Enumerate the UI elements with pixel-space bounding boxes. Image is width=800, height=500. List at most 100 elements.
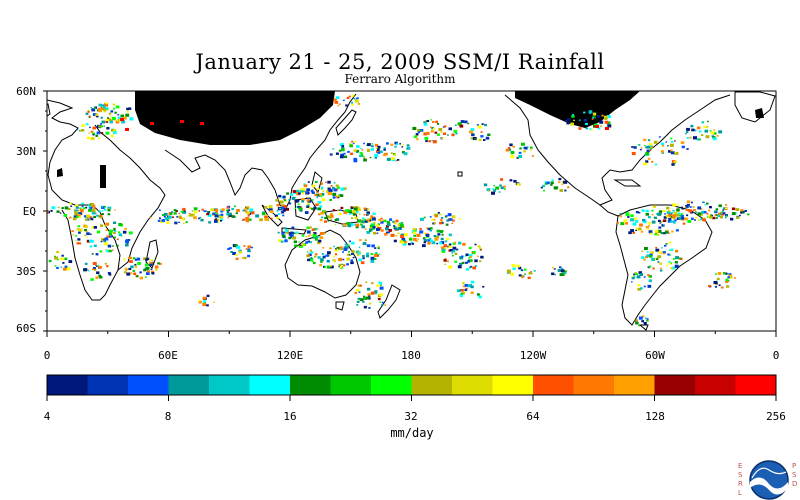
rain-pixel [661,152,664,154]
rain-pixel [633,146,637,149]
rain-pixel [540,186,543,189]
rain-pixel [104,237,109,241]
rain-pixel [349,144,353,148]
rain-pixel [183,210,186,212]
rain-pixel [430,126,432,128]
rain-pixel [371,145,374,148]
rain-pixel [337,105,340,107]
rain-pixel [103,208,107,211]
rain-pixel [359,213,361,215]
rain-pixel [364,239,367,241]
rain-pixel [102,238,106,241]
rain-pixel [347,224,352,228]
rain-pixel [145,258,148,261]
coast-north-america [504,94,731,206]
rain-pixel [685,131,689,133]
colorbar-cell [452,375,493,395]
rain-pixel [600,125,603,127]
rain-pixel [329,265,332,267]
rain-pixel [276,203,280,207]
rain-pixel [349,223,354,227]
rain-pixel [648,230,653,234]
rain-pixel [307,258,311,262]
rain-pixel [321,253,325,255]
rain-pixel [734,277,736,279]
rain-pixel [362,300,365,303]
rain-pixel [674,140,676,142]
rain-pixel [91,226,95,229]
rain-pixel [374,247,377,249]
rain-pixel [411,242,414,245]
rain-pixel [351,249,355,253]
rain-pixel [96,131,101,135]
rain-pixel [340,187,345,191]
rain-pixel [92,132,95,135]
rain-pixel [469,130,473,134]
rain-pixel [725,278,729,281]
rain-pixel [409,237,412,239]
rain-pixel [644,247,648,251]
rain-pixel [124,268,128,271]
rain-pixel [654,163,658,166]
rain-pixel [662,209,666,213]
rain-pixel [154,268,158,271]
rain-pixel [442,126,445,128]
rain-pixel [640,230,644,233]
rain-pixel [623,220,626,223]
rain-pixel [149,217,152,219]
rain-pixel [314,180,318,184]
rain-pixel [647,284,652,288]
rain-pixel [468,284,472,288]
rain-pixel [350,206,352,208]
rain-pixel [456,248,459,251]
rain-pixel [245,248,248,250]
rain-pixel [363,158,367,162]
rain-pixel [370,256,375,260]
rain-pixel [110,134,114,138]
rain-pixel [85,206,88,209]
rain-pixel [110,235,112,238]
rain-pixel [363,295,366,298]
lat-label-60s: 60S [16,322,36,335]
rain-pixel [365,219,368,221]
rain-pixel [635,211,639,214]
rain-pixel [423,239,428,242]
rain-pixel [77,209,79,212]
rain-pixel [697,219,700,221]
rain-pixel-heavy [125,128,129,131]
rain-pixel [215,211,217,214]
rain-pixel [592,115,596,119]
rain-pixel [346,257,351,261]
rain-pixel [395,235,398,237]
rain-pixel [670,140,674,143]
rain-pixel [85,112,89,115]
rain-pixel [203,300,206,303]
rain-pixel [369,219,372,222]
rain-pixel [333,245,335,248]
rain-pixel [427,239,431,242]
rain-pixel [317,256,321,259]
rain-pixel [175,210,178,212]
rain-pixel [362,217,365,220]
rain-pixel [98,210,101,213]
rain-pixel [648,265,652,268]
rain-pixel [348,95,351,98]
rain-pixel [297,206,301,209]
rain-pixel [103,104,105,106]
rain-pixel [320,186,324,189]
rain-pixel [596,114,601,118]
rain-pixel [649,143,653,146]
rain-pixel [89,239,93,243]
rain-pixel [356,300,360,303]
rain-pixel [363,222,365,224]
rain-pixel [643,258,646,261]
rain-pixel [352,210,356,213]
rain-pixel [368,228,373,232]
rain-pixel [279,207,281,210]
rain-pixel [150,268,153,271]
rain-pixel [440,246,444,249]
rain-pixel [356,150,360,153]
rain-pixel [460,120,465,123]
rain-pixel [401,237,406,241]
rain-pixel [264,206,268,209]
